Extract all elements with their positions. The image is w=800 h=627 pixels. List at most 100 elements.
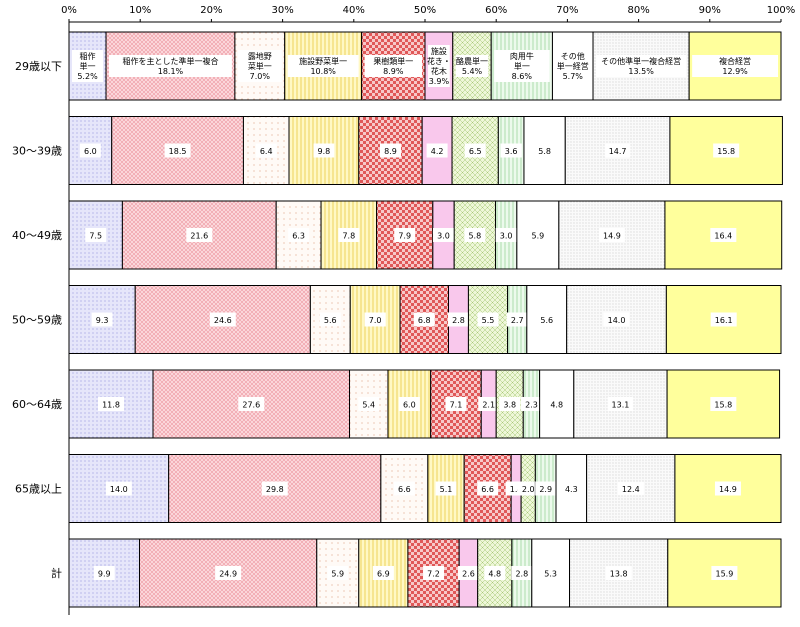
label-background: [72, 50, 104, 82]
label-background: [604, 143, 631, 158]
label-background: [477, 312, 499, 327]
series-label: 花き・: [427, 56, 451, 66]
bar-segment: 15.9: [667, 538, 782, 608]
data-label: 12.4: [622, 485, 640, 494]
label-background: [536, 312, 558, 327]
label-background: [364, 55, 422, 77]
bar-segment: 3.0: [494, 200, 518, 270]
data-label: 3.0: [500, 232, 513, 241]
label-background: [85, 228, 107, 242]
series-label: 稲作を主とした準単一複合: [122, 56, 218, 66]
x-tick-label: 30%: [271, 5, 293, 16]
bar-segment: 9.8: [288, 116, 360, 185]
label-background: [511, 566, 533, 580]
label-background: [484, 566, 506, 580]
data-label: 2.8: [515, 570, 528, 579]
bar-segment: 7.8: [320, 200, 378, 270]
data-label: 7.0: [369, 316, 382, 325]
category-label: 65歳以上: [15, 483, 62, 496]
label-background: [710, 228, 737, 242]
data-label: 14.9: [719, 485, 737, 494]
label-background: [464, 143, 486, 158]
data-label: 3.8: [503, 401, 516, 410]
data-label: 5.6: [540, 316, 553, 325]
label-background: [520, 397, 542, 411]
data-label: 5.9: [531, 232, 544, 241]
label-background: [711, 566, 738, 580]
data-label: 8.9%: [383, 67, 404, 76]
label-background: [379, 143, 401, 158]
data-label: 11.8: [102, 401, 120, 410]
bar-segment: 6.0: [68, 116, 113, 185]
label-background: [288, 228, 310, 242]
label-background: [215, 566, 242, 580]
x-tick-label: 80%: [627, 5, 649, 16]
data-label: 7.9: [398, 232, 411, 241]
bar-segment: 5.9: [516, 200, 560, 270]
bar-segment: 3.0: [432, 200, 455, 270]
label-background: [164, 143, 191, 158]
bar-segment: 8.9: [358, 116, 423, 185]
data-label: 5.3: [544, 570, 557, 579]
bar-segment: 5.1: [427, 454, 465, 523]
label-background: [534, 143, 556, 158]
data-label: 8.6%: [512, 72, 533, 81]
series-label: 単一経営: [557, 61, 589, 71]
data-label: 8.9: [384, 147, 397, 156]
label-background: [603, 312, 630, 327]
data-label: 5.8: [538, 147, 551, 156]
data-label: 4.8: [488, 570, 501, 579]
data-label: 5.6: [324, 316, 337, 325]
label-background: [617, 481, 644, 496]
category-label: 40～49歳: [12, 229, 62, 242]
label-background: [394, 228, 416, 242]
label-background: [478, 397, 500, 411]
series-label: 酪農単一: [456, 56, 488, 66]
bar-segment: 5.4: [349, 369, 389, 439]
bar-segment: 7.1: [430, 369, 482, 439]
series-label: 花木: [431, 66, 447, 76]
label-background: [464, 228, 486, 242]
label-background: [109, 55, 232, 77]
data-label: 5.2%: [77, 72, 98, 81]
series-label: 肉用牛: [510, 51, 534, 61]
data-label: 13.5%: [628, 67, 654, 76]
bar-4: [427, 454, 465, 523]
bar-segment: 13.8: [569, 538, 669, 608]
bar-segment: 14.7: [564, 116, 671, 185]
bar-segment: 2.1: [478, 369, 500, 439]
label-background: [435, 481, 457, 496]
label-background: [313, 143, 335, 158]
bar-segment: 24.6: [134, 285, 311, 354]
category-label: 60～64歳: [12, 398, 62, 411]
data-label: 2.6: [462, 570, 475, 579]
x-tick-label: 20%: [200, 5, 222, 16]
series-label: その他準単一複合経営: [601, 56, 681, 66]
bar-segment: 6.4: [242, 116, 290, 185]
series-label: その他: [561, 51, 585, 61]
label-background: [93, 566, 115, 580]
label-background: [506, 312, 528, 327]
data-label: 2.0: [522, 485, 535, 494]
data-label: 2.9: [539, 485, 552, 494]
bar-segment: 27.6: [152, 369, 351, 439]
bar-segment: 2.3: [520, 369, 542, 439]
bar-segment: 16.1: [665, 285, 782, 354]
bar-segment: 5.8: [523, 116, 566, 185]
label-background: [447, 312, 469, 327]
x-tick-label: 60%: [485, 5, 507, 16]
data-label: 21.6: [190, 232, 208, 241]
category-label: 29歳以下: [15, 60, 62, 73]
label-background: [607, 397, 634, 411]
label-background: [598, 228, 625, 242]
label-background: [560, 481, 582, 496]
bar-segment: 5.9: [316, 538, 360, 608]
bar-segment: 14.0: [68, 454, 170, 523]
